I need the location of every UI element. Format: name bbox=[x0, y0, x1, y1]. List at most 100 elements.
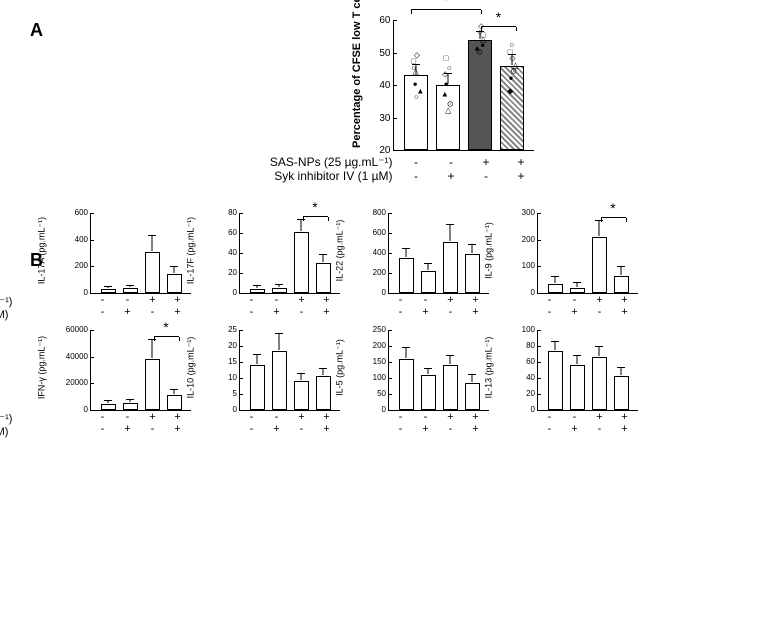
significance-star: * bbox=[443, 0, 448, 8]
treatment-value: + bbox=[165, 294, 190, 306]
treatment-value: + bbox=[612, 411, 637, 423]
treatment-value: - bbox=[239, 294, 264, 306]
y-tick-label: 600 bbox=[75, 208, 88, 217]
significance-bar bbox=[601, 217, 626, 218]
y-tick-label: 400 bbox=[373, 248, 386, 257]
treatment-label: SAS-NPs (25 µg.mL⁻¹) bbox=[233, 155, 399, 169]
bar bbox=[614, 276, 629, 293]
treatment-value: + bbox=[140, 411, 165, 423]
plot-area: * bbox=[90, 330, 191, 411]
treatment-value: - bbox=[264, 294, 289, 306]
treatment-value: + bbox=[264, 423, 289, 435]
y-axis-label: IL-13 (pg.mL⁻¹) bbox=[484, 328, 495, 408]
treatment-value: - bbox=[537, 294, 562, 306]
treatment-value: + bbox=[140, 294, 165, 306]
bar bbox=[465, 254, 480, 293]
y-tick-label: 20 bbox=[526, 389, 535, 398]
mini-chart: IFN-γ (pg.mL⁻¹)0200004000060000*--++-+-+… bbox=[50, 330, 191, 435]
plot-area bbox=[239, 330, 340, 411]
treatment-value: + bbox=[314, 423, 339, 435]
data-point: △ bbox=[413, 67, 419, 76]
y-tick-label: 40 bbox=[526, 373, 535, 382]
treatment-value: - bbox=[434, 155, 469, 169]
significance-star: * bbox=[610, 200, 615, 216]
treatment-value: - bbox=[115, 411, 140, 423]
significance-bar bbox=[303, 216, 328, 217]
treatment-value: + bbox=[562, 423, 587, 435]
y-axis-label: IL-9 (pg.mL⁻¹) bbox=[484, 211, 495, 291]
bar bbox=[316, 376, 331, 410]
plot-area: ◇□○△●▲○□○◇●▲⊙△◇○□△●▲⊙○□◇△⊙●◆** bbox=[393, 20, 534, 151]
y-tick-label: 0 bbox=[382, 405, 386, 414]
figure: A Percentage of CFSE low T cells20304050… bbox=[20, 20, 763, 435]
mini-chart: IL-10 (pg.mL⁻¹)0510152025--++-+-+ bbox=[199, 330, 340, 435]
treatment-value: - bbox=[90, 306, 115, 318]
significance-bar bbox=[411, 9, 481, 10]
treatment-value: - bbox=[399, 155, 434, 169]
treatment-value: + bbox=[587, 411, 612, 423]
treatment-value: + bbox=[165, 306, 190, 318]
treatment-value: - bbox=[115, 294, 140, 306]
treatment-value: + bbox=[612, 306, 637, 318]
treatment-value: + bbox=[469, 155, 504, 169]
y-tick-label: 5 bbox=[233, 389, 237, 398]
significance-bar bbox=[481, 26, 516, 27]
treatment-value: - bbox=[90, 423, 115, 435]
treatment-value: - bbox=[289, 423, 314, 435]
plot-area: * bbox=[239, 213, 340, 294]
y-tick-label: 10 bbox=[228, 373, 237, 382]
data-point: ○ bbox=[414, 93, 419, 102]
data-point: ◇ bbox=[442, 70, 448, 79]
bar bbox=[272, 288, 287, 293]
y-axis-label: IL-22 (pg.mL⁻¹) bbox=[335, 211, 346, 291]
bar bbox=[316, 263, 331, 293]
treatment-label: SAS-NPs (25 µg.mL⁻¹) bbox=[0, 295, 50, 308]
treatment-value: + bbox=[314, 294, 339, 306]
significance-star: * bbox=[163, 319, 168, 335]
treatment-value: + bbox=[504, 169, 539, 183]
treatment-value: - bbox=[140, 423, 165, 435]
treatment-value: - bbox=[90, 294, 115, 306]
bar bbox=[145, 252, 160, 293]
y-tick-label: 50 bbox=[377, 389, 386, 398]
data-point: ▲ bbox=[441, 89, 449, 98]
y-tick-label: 800 bbox=[373, 208, 386, 217]
bar bbox=[167, 274, 182, 293]
y-axis-label: IL-5 (pg.mL⁻¹) bbox=[335, 328, 346, 408]
treatment-value: + bbox=[413, 306, 438, 318]
y-tick-label: 200 bbox=[522, 235, 535, 244]
treatment-value: - bbox=[264, 411, 289, 423]
treatment-label: Syk inhibitor IV (1 µM) bbox=[0, 309, 50, 321]
y-tick-label: 0 bbox=[531, 405, 535, 414]
treatment-value: - bbox=[239, 423, 264, 435]
plot-area bbox=[90, 213, 191, 294]
treatment-value: + bbox=[438, 411, 463, 423]
y-axis-label: IL-17A (pg.mL⁻¹) bbox=[37, 211, 48, 291]
y-tick-label: 0 bbox=[84, 405, 88, 414]
significance-bar bbox=[154, 336, 179, 337]
treatment-value: - bbox=[413, 411, 438, 423]
y-tick-label: 0 bbox=[382, 288, 386, 297]
bar bbox=[123, 288, 138, 293]
bar bbox=[570, 365, 585, 410]
y-tick-label: 0 bbox=[233, 405, 237, 414]
treatment-value: + bbox=[463, 411, 488, 423]
y-axis-label: IL-17F (pg.mL⁻¹) bbox=[186, 211, 197, 291]
data-point: ● bbox=[444, 80, 449, 89]
y-tick-label: 0 bbox=[84, 288, 88, 297]
treatment-value: - bbox=[438, 306, 463, 318]
treatment-value: + bbox=[463, 306, 488, 318]
y-tick-label: 0 bbox=[531, 288, 535, 297]
treatment-value: - bbox=[140, 306, 165, 318]
bar bbox=[421, 271, 436, 293]
y-tick-label: 80 bbox=[526, 341, 535, 350]
bar bbox=[399, 258, 414, 293]
treatment-value: + bbox=[463, 294, 488, 306]
treatment-value: - bbox=[388, 306, 413, 318]
y-tick-label: 40 bbox=[379, 80, 390, 91]
bar bbox=[421, 375, 436, 410]
mini-chart: IL-22 (pg.mL⁻¹)0200400600800--++-+-+ bbox=[348, 213, 489, 318]
treatment-value: - bbox=[289, 306, 314, 318]
y-axis-label: IFN-γ (pg.mL⁻¹) bbox=[37, 328, 48, 408]
treatment-value: - bbox=[438, 423, 463, 435]
